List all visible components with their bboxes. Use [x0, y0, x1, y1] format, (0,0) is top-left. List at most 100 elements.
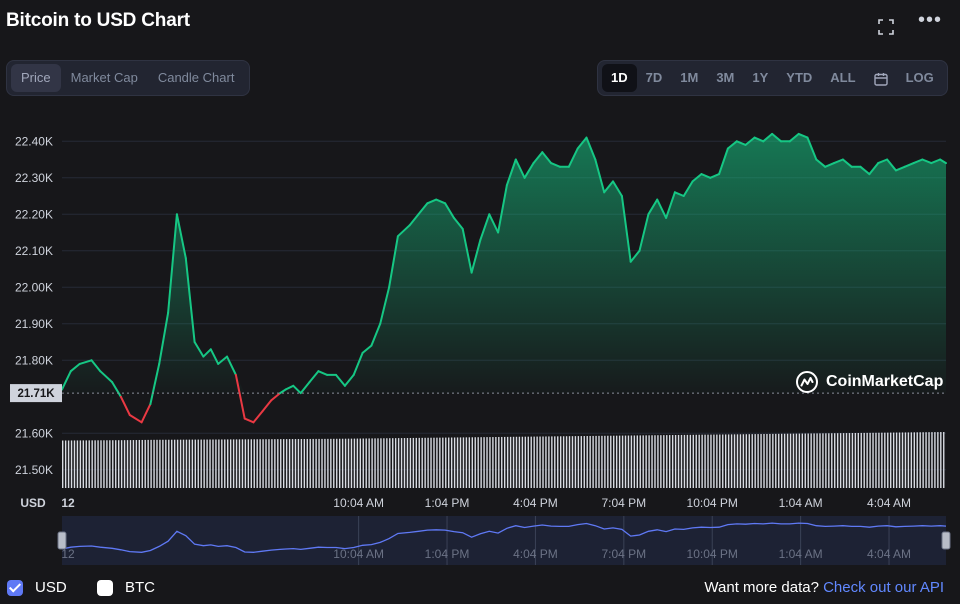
price-line-segment — [119, 395, 131, 416]
volume-bar — [403, 438, 406, 488]
volume-bar — [745, 434, 748, 488]
volume-bar — [839, 433, 842, 488]
price-line-segment — [470, 238, 482, 274]
volume-bar — [415, 437, 417, 488]
tab-price[interactable]: Price — [11, 64, 61, 92]
volume-bar — [135, 440, 138, 488]
volume-bar — [506, 436, 509, 488]
volume-bar — [70, 440, 73, 488]
range-1y[interactable]: 1Y — [752, 70, 769, 85]
usd-checkbox[interactable] — [7, 579, 23, 596]
price-line-segment — [417, 202, 429, 216]
x-tick-label: 1:04 PM — [425, 496, 470, 510]
volume-bar — [221, 439, 223, 488]
volume-bar — [504, 436, 506, 488]
volume-bar — [297, 439, 300, 488]
log-scale-button[interactable]: LOG — [905, 70, 934, 85]
price-line-segment — [158, 311, 170, 365]
price-line-segment — [620, 195, 632, 263]
volume-bar — [288, 439, 291, 488]
currency-axis-label: USD — [20, 496, 46, 510]
volume-bar — [365, 438, 367, 488]
volume-bar — [94, 440, 96, 488]
volume-bar — [539, 436, 541, 488]
volume-bar — [350, 438, 353, 488]
volume-bar — [554, 436, 556, 488]
price-line-segment — [576, 136, 588, 150]
volume-bar — [162, 439, 164, 488]
volume-bar — [892, 432, 895, 488]
volume-bar — [291, 439, 294, 488]
volume-bar — [144, 439, 146, 488]
volume-bar — [212, 439, 214, 488]
volume-bar — [565, 436, 568, 488]
volume-bar — [427, 437, 429, 488]
volume-bar — [215, 439, 217, 488]
legend-usd[interactable]: USD — [7, 579, 67, 596]
volume-bar — [783, 433, 786, 488]
volume-bar — [683, 434, 686, 488]
price-line-segment — [261, 399, 273, 413]
price-line-segment — [184, 257, 196, 343]
volume-bar — [804, 433, 806, 488]
volume-bar — [465, 437, 468, 488]
range-7d[interactable]: 7D — [645, 70, 663, 85]
price-line-segment — [69, 362, 81, 373]
volume-bar — [848, 433, 851, 488]
price-line-segment — [396, 224, 411, 238]
volume-bar — [901, 432, 904, 488]
volume-bar — [341, 438, 344, 488]
volume-bar — [512, 436, 515, 488]
volume-bar — [836, 433, 839, 488]
x-tick-label: 1:04 AM — [779, 496, 823, 510]
navigator-window[interactable] — [62, 516, 946, 565]
api-link[interactable]: Check out our API — [823, 579, 944, 596]
volume-bar — [303, 438, 306, 488]
navigator-line — [61, 522, 947, 553]
y-tick-label: 21.80K — [15, 353, 53, 367]
volume-bar — [937, 432, 939, 488]
y-tick-label: 22.20K — [15, 207, 53, 221]
volume-bar — [309, 438, 311, 488]
more-icon[interactable]: ••• — [918, 9, 943, 31]
fullscreen-icon[interactable] — [877, 18, 895, 36]
volume-bar — [241, 439, 244, 488]
volume-bar — [327, 438, 329, 488]
range-ytd[interactable]: YTD — [786, 70, 813, 85]
volume-bar — [471, 437, 473, 488]
volume-bar — [117, 440, 120, 488]
navigator-handle-left[interactable] — [57, 531, 67, 550]
price-line-segment — [594, 158, 606, 194]
price-line-segment — [788, 132, 800, 143]
range-1d[interactable]: 1D — [602, 64, 637, 92]
price-line-segment — [388, 235, 399, 289]
navigator-handle-right[interactable] — [941, 531, 951, 550]
volume-bar — [445, 437, 447, 488]
tab-candle-chart[interactable]: Candle Chart — [157, 70, 235, 85]
volume-bar — [333, 438, 335, 488]
legend-btc[interactable]: BTC — [97, 579, 155, 596]
volume-bar — [206, 439, 208, 488]
volume-bar — [112, 440, 114, 488]
volume-bar — [218, 439, 220, 488]
price-line-segment — [771, 132, 782, 143]
price-line-segment — [335, 373, 346, 387]
range-all[interactable]: ALL — [830, 70, 856, 85]
tab-market-cap[interactable]: Market Cap — [70, 70, 138, 85]
volume-bar — [928, 432, 930, 488]
volume-bar — [760, 434, 762, 488]
volume-bar — [371, 438, 373, 488]
btc-checkbox[interactable] — [97, 579, 113, 596]
range-1m[interactable]: 1M — [680, 70, 699, 85]
price-line-segment — [939, 158, 947, 165]
calendar-button[interactable] — [865, 64, 897, 92]
price-line-segment — [175, 213, 187, 260]
volume-bar — [571, 436, 574, 488]
price-line-segment — [370, 322, 382, 347]
volume-bar — [147, 439, 149, 488]
volume-bar — [786, 433, 789, 488]
range-3m[interactable]: 3M — [716, 70, 735, 85]
y-tick-label: 22.10K — [15, 244, 53, 258]
volume-bar — [601, 435, 603, 488]
x-tick-label: 4:04 AM — [867, 496, 911, 510]
